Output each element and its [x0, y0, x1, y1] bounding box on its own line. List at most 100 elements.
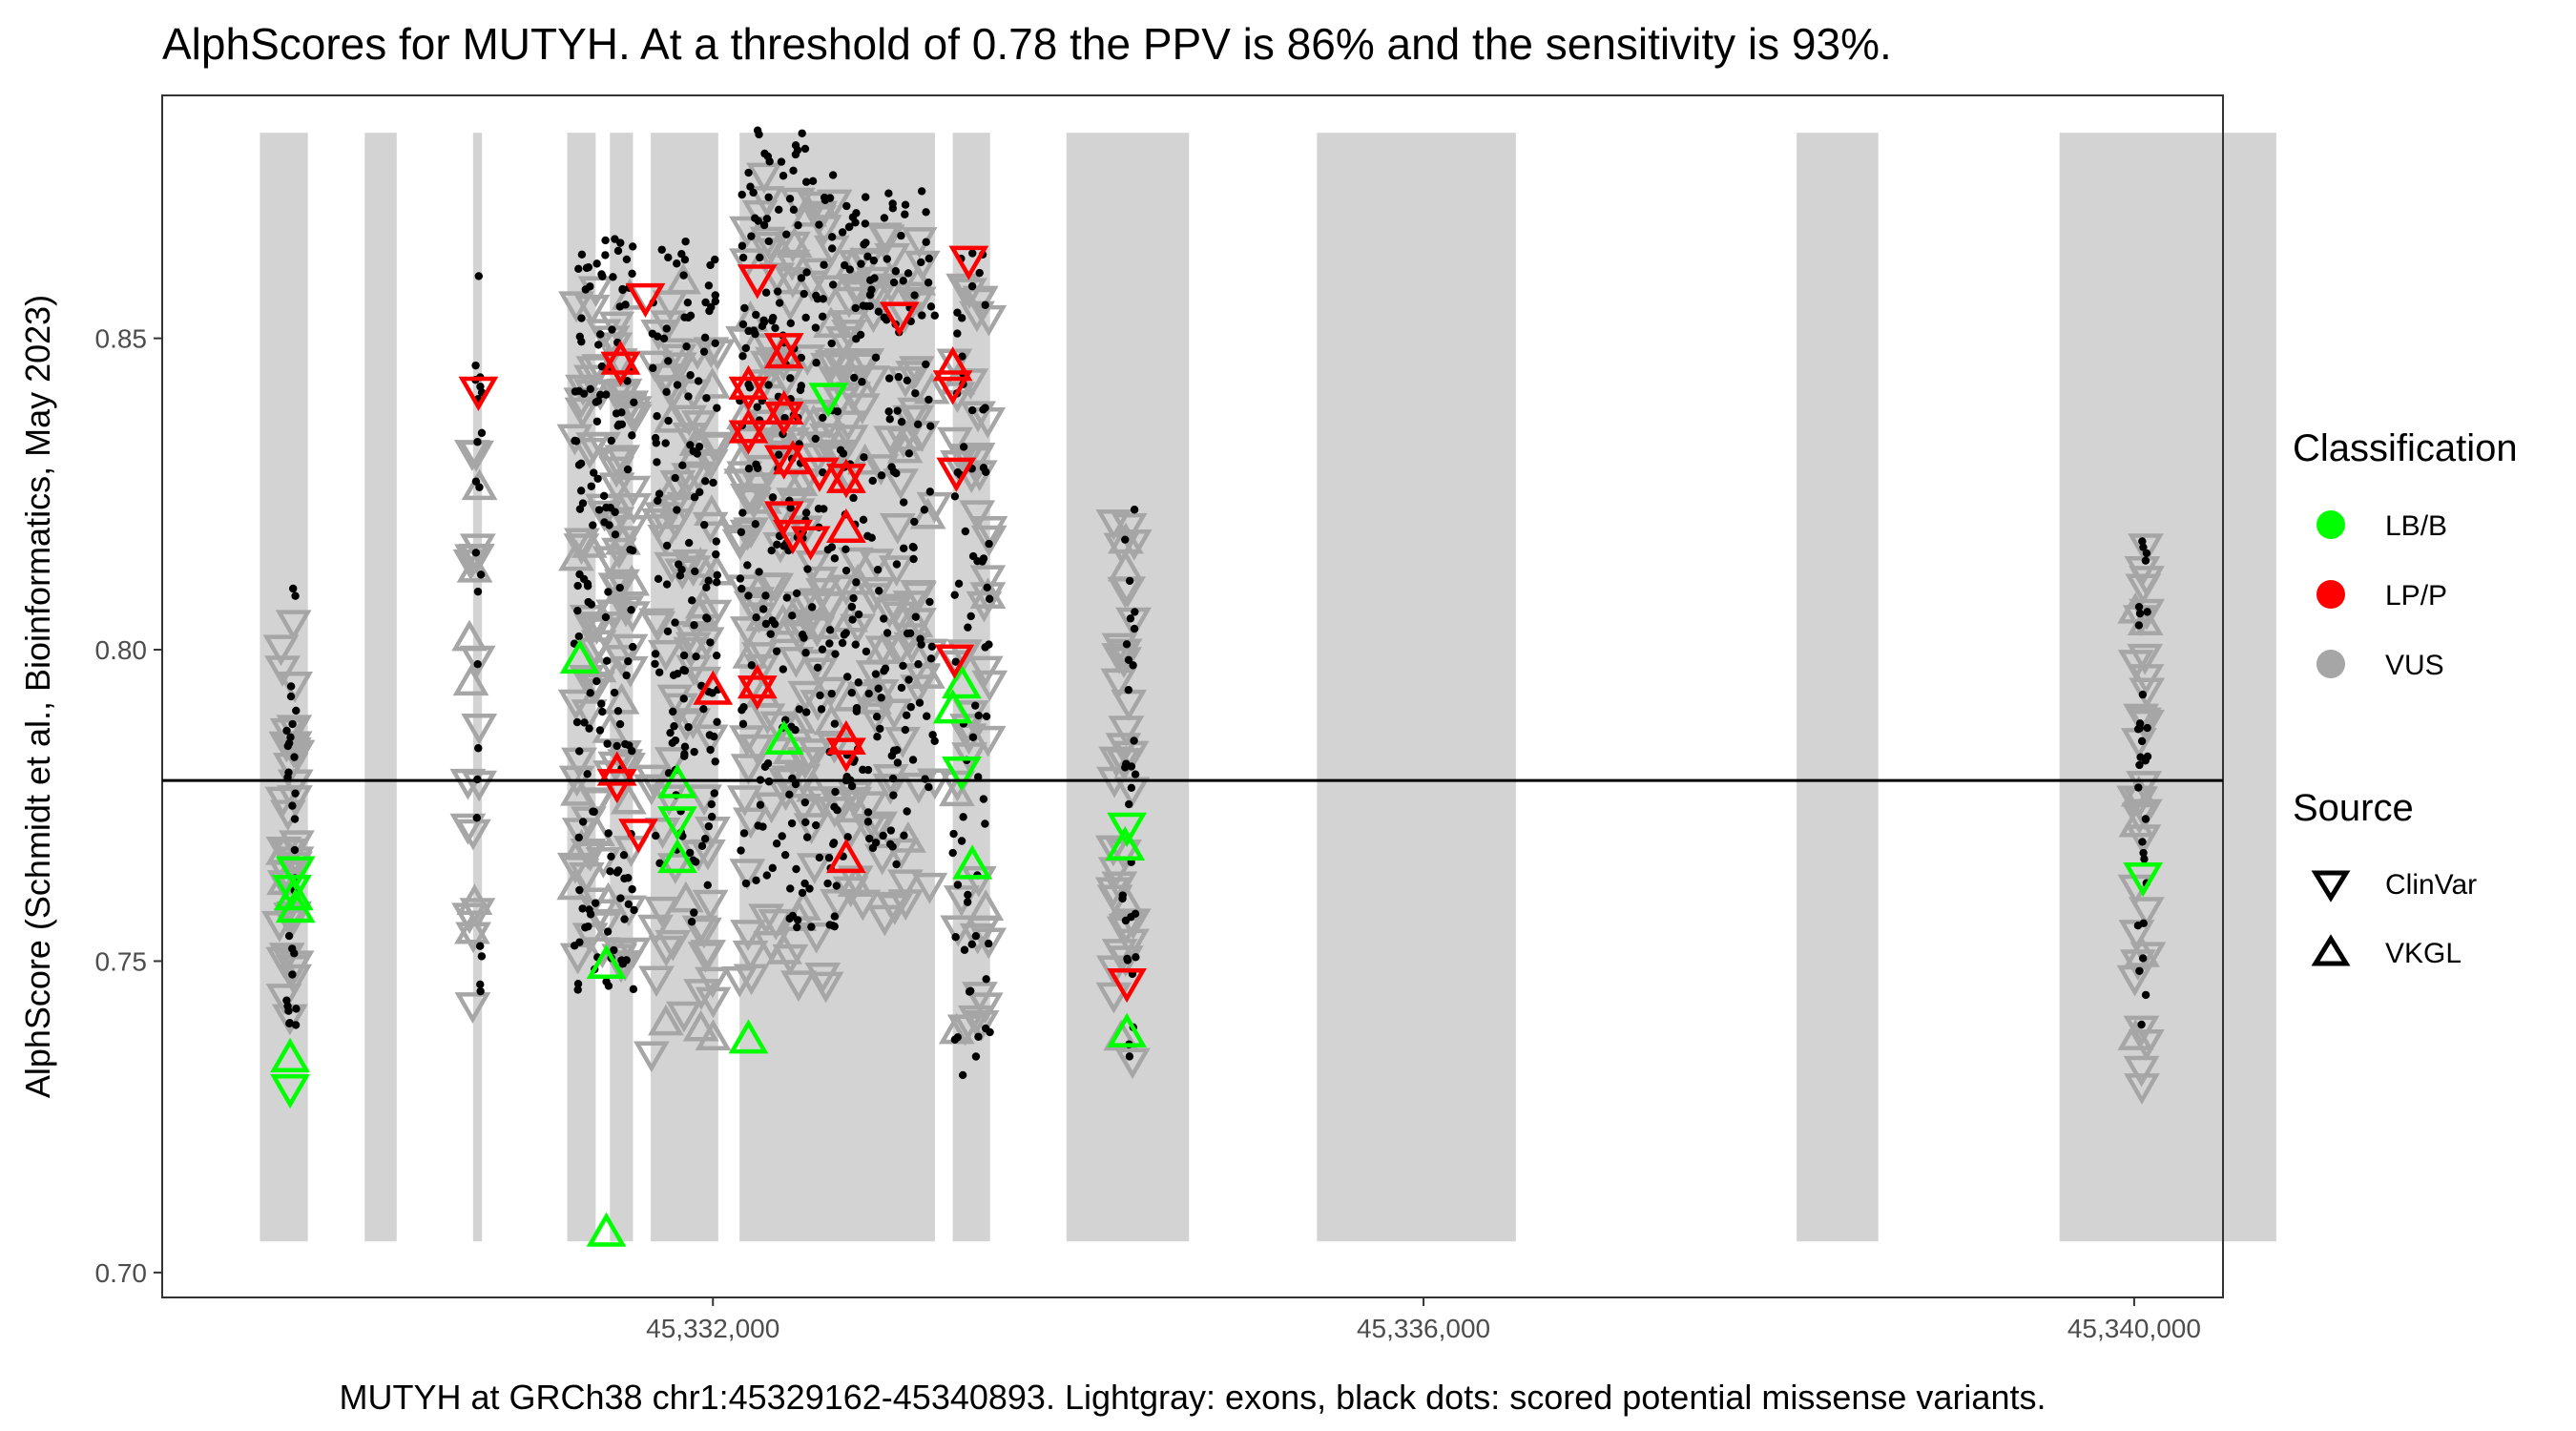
missense-dot — [861, 219, 870, 228]
missense-dot — [695, 442, 704, 451]
missense-dot — [851, 303, 860, 313]
missense-dot — [707, 302, 716, 312]
missense-dot — [768, 493, 778, 502]
missense-dot — [704, 821, 714, 831]
missense-dot — [664, 357, 673, 365]
missense-dot — [904, 449, 914, 458]
missense-dot — [967, 281, 977, 291]
vus-marker — [838, 547, 874, 579]
vus-marker — [666, 1001, 702, 1033]
x-tick-label: 45,336,000 — [1357, 1314, 1490, 1343]
vus-marker — [840, 563, 876, 595]
lpp-vkgl-marker — [600, 340, 641, 375]
lpp-clinvar-marker — [737, 264, 778, 300]
missense-dot — [985, 594, 994, 603]
missense-dot — [613, 246, 623, 256]
missense-dot — [897, 231, 905, 240]
missense-dot — [671, 618, 679, 627]
vus-marker — [2116, 964, 2153, 997]
missense-dot — [2139, 919, 2148, 927]
vus-marker — [639, 611, 676, 643]
missense-dot — [920, 506, 929, 514]
missense-dot — [966, 986, 975, 995]
missense-dot — [926, 654, 936, 663]
missense-dot — [683, 298, 693, 307]
missense-dot — [925, 487, 935, 496]
missense-dot — [777, 157, 786, 166]
vus-marker — [556, 868, 593, 901]
vus-marker — [273, 908, 310, 941]
missense-dot — [950, 591, 959, 599]
vus-marker — [725, 325, 761, 358]
missense-dot — [696, 487, 704, 497]
missense-dot — [889, 746, 899, 755]
missense-dot — [2143, 608, 2151, 616]
legend-label-lbb: LB/B — [2385, 510, 2447, 542]
missense-dot — [967, 405, 977, 415]
missense-dot — [775, 205, 783, 215]
missense-dot — [752, 460, 760, 468]
missense-dot — [711, 291, 719, 300]
missense-dot — [883, 629, 892, 637]
missense-dot — [593, 474, 602, 483]
vus-marker — [1111, 512, 1148, 545]
missense-dot — [767, 546, 776, 555]
missense-dot — [737, 584, 746, 593]
missense-dot — [680, 313, 689, 321]
lpp-clinvar-marker — [1107, 967, 1147, 1004]
vus-marker — [1107, 945, 1144, 977]
missense-dot — [891, 267, 901, 276]
missense-dot — [592, 259, 601, 268]
missense-dot — [865, 834, 874, 843]
vus-marker — [820, 889, 856, 921]
missense-dot — [587, 482, 596, 490]
missense-dot — [653, 458, 661, 467]
missense-dot — [697, 841, 707, 851]
missense-dot — [747, 232, 756, 240]
missense-dot — [793, 923, 801, 932]
missense-dot — [628, 269, 636, 279]
missense-dot — [868, 843, 878, 853]
missense-dot — [602, 656, 612, 665]
lpp-clinvar-marker — [625, 282, 666, 319]
vus-marker — [672, 620, 709, 653]
missense-dot — [577, 250, 587, 259]
missense-dot — [604, 829, 613, 838]
missense-dot — [602, 390, 611, 399]
vus-marker — [262, 634, 300, 667]
missense-dot — [652, 439, 660, 447]
missense-dot — [808, 176, 818, 186]
vus-marker — [454, 912, 490, 944]
vus-marker — [797, 738, 834, 770]
missense-dot — [2140, 855, 2149, 863]
lpp-vkgl-marker — [737, 664, 778, 699]
vus-marker — [459, 645, 496, 677]
vus-marker — [820, 366, 857, 398]
legend-label-lpp: LP/P — [2385, 580, 2447, 612]
legend-label-clinvar: ClinVar — [2385, 869, 2477, 901]
vus-marker — [2125, 824, 2162, 857]
missense-dot — [792, 589, 801, 598]
missense-dot — [897, 418, 906, 426]
vus-marker — [2124, 555, 2161, 588]
missense-dot — [753, 403, 761, 411]
missense-dot — [704, 576, 713, 585]
vus-marker — [2117, 650, 2154, 681]
missense-dot — [679, 695, 688, 703]
missense-dot — [662, 541, 672, 550]
missense-dot — [751, 520, 760, 529]
classified-markers — [270, 245, 2164, 1247]
vus-marker — [558, 291, 594, 323]
vus-marker — [887, 366, 924, 398]
vus-marker — [876, 698, 913, 731]
missense-dot — [603, 927, 613, 936]
missense-dot — [603, 739, 612, 748]
missense-dot — [680, 742, 690, 751]
missense-dot — [610, 945, 618, 955]
vus-marker — [574, 887, 611, 920]
missense-dot — [1130, 736, 1138, 745]
missense-dot — [601, 251, 610, 259]
missense-dot — [1125, 1052, 1134, 1061]
missense-dot — [827, 233, 837, 241]
vus-marker — [748, 186, 785, 218]
